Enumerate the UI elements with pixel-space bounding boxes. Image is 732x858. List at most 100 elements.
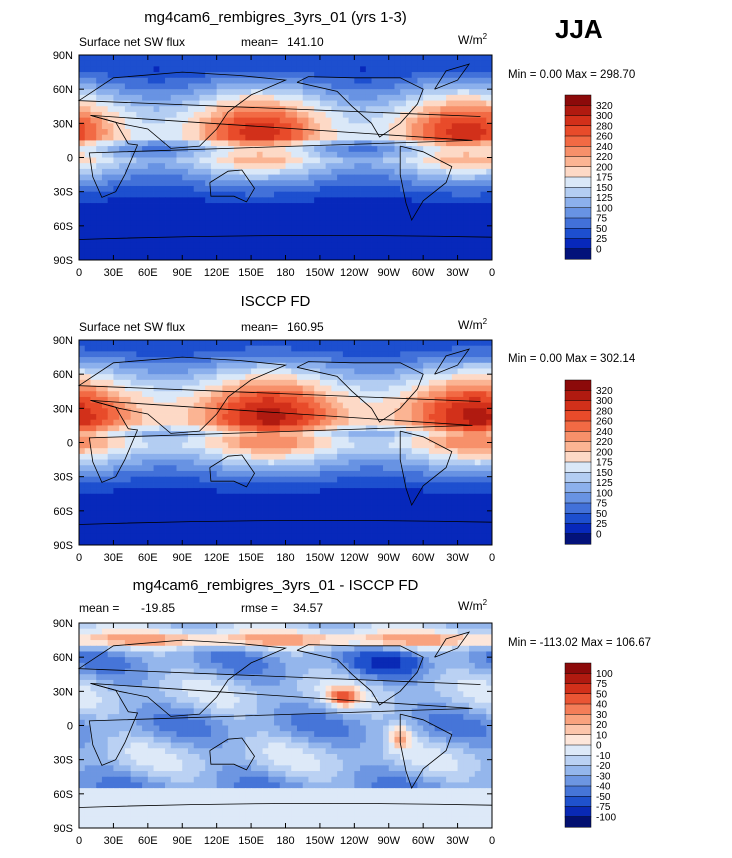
field-cell [314, 488, 321, 495]
field-cell [371, 465, 378, 472]
field-cell [354, 362, 361, 369]
field-cell [90, 470, 97, 478]
field-cell [199, 197, 206, 204]
field-cell [193, 220, 200, 227]
field-cell [423, 425, 430, 432]
field-cell [262, 94, 269, 101]
field-cell [296, 499, 304, 506]
field-cell [182, 231, 189, 238]
field-cell [222, 231, 229, 238]
field-cell [233, 482, 241, 489]
field-cell [159, 151, 166, 158]
field-cell [113, 140, 120, 147]
field-cell [463, 465, 470, 472]
field-cell [113, 94, 120, 101]
field-cell [124, 191, 132, 198]
field-cell [130, 180, 137, 187]
field-cell [285, 55, 292, 62]
field-cell [405, 220, 413, 227]
field-cell [411, 499, 418, 506]
field-cell [187, 476, 195, 483]
field-cell [256, 465, 263, 472]
field-cell [79, 488, 86, 495]
field-cell [428, 100, 436, 107]
field-cell [222, 146, 229, 153]
field-cell [446, 425, 453, 432]
field-cell [245, 60, 252, 67]
field-cell [411, 374, 418, 381]
field-cell [124, 83, 132, 90]
field-cell [348, 362, 355, 369]
field-cell [136, 442, 143, 449]
field-cell [480, 448, 487, 455]
field-cell [147, 146, 154, 153]
field-cell [228, 151, 235, 158]
field-cell [239, 220, 246, 227]
field-cell [428, 391, 436, 398]
field-cell [302, 117, 309, 124]
field-cell [486, 191, 493, 198]
field-cell [239, 225, 246, 232]
field-cell [205, 220, 212, 227]
field-cell [268, 100, 275, 107]
field-cell [354, 214, 361, 221]
field-cell [451, 220, 458, 227]
field-cell [262, 368, 269, 375]
field-cell [480, 55, 487, 62]
field-cell [457, 379, 464, 386]
field-cell [205, 89, 212, 96]
field-cell [251, 83, 258, 90]
field-cell [228, 117, 235, 124]
field-cell [233, 180, 241, 187]
field-cell [274, 402, 281, 409]
field-cell [417, 345, 424, 352]
field-cell [142, 340, 149, 347]
field-cell [165, 419, 172, 426]
field-cell [325, 185, 332, 193]
field-cell [233, 254, 241, 261]
field-cell [159, 248, 166, 255]
field-cell [165, 72, 172, 79]
field-cell [348, 231, 355, 238]
field-cell [182, 482, 189, 489]
field-cell [176, 402, 183, 409]
field-cell [474, 436, 481, 443]
field-cell [136, 117, 143, 124]
field-cell [411, 208, 418, 215]
field-cell [233, 391, 241, 398]
field-cell [199, 465, 206, 472]
field-cell [383, 100, 390, 107]
field-cell [331, 345, 338, 352]
field-cell [84, 203, 91, 210]
field-cell [90, 146, 97, 153]
field-cell [245, 134, 252, 141]
field-cell [474, 191, 481, 198]
field-cell [388, 362, 395, 369]
field-cell [274, 362, 281, 369]
field-cell [279, 237, 286, 244]
field-cell [428, 185, 436, 193]
field-cell [371, 106, 378, 113]
field-cell [365, 431, 372, 438]
field-cell [119, 72, 126, 79]
field-cell [463, 185, 470, 193]
field-cell [325, 448, 332, 455]
field-cell [147, 374, 154, 381]
field-cell [394, 203, 401, 210]
field-cell [251, 488, 258, 495]
field-cell [486, 237, 493, 244]
field-cell [170, 174, 177, 181]
field-cell [291, 83, 298, 90]
field-cell [159, 55, 166, 62]
field-cell [405, 157, 413, 164]
field-cell [159, 214, 166, 221]
field-cell [187, 163, 195, 170]
field-cell [417, 140, 424, 147]
field-cell [274, 505, 281, 512]
field-cell [176, 72, 183, 79]
field-cell [130, 425, 137, 432]
field-cell [405, 60, 413, 67]
field-cell [400, 111, 407, 119]
field-cell [365, 146, 372, 153]
field-cell [187, 197, 195, 204]
